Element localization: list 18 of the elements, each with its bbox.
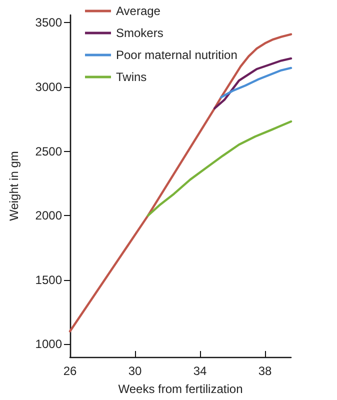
- x-tick-label: 30: [128, 364, 142, 378]
- legend-label: Twins: [116, 70, 147, 84]
- y-tick-label: 2500: [35, 144, 62, 158]
- y-tick-label: 1000: [35, 337, 62, 352]
- line-series: [146, 120, 292, 217]
- x-axis-title: Weeks from fertilization: [118, 382, 243, 396]
- y-tick-label: 2000: [35, 208, 62, 223]
- x-tick-label: 38: [258, 364, 272, 378]
- y-axis-title: Weight in gm: [7, 151, 21, 221]
- x-tick-label: 34: [193, 364, 207, 378]
- x-tick-label: 26: [63, 364, 77, 378]
- legend-label: Average: [116, 4, 161, 18]
- y-tick-label: 3000: [35, 80, 62, 94]
- y-tick-label: 3500: [35, 16, 62, 30]
- y-tick-label: 1500: [35, 272, 62, 287]
- line-series: [220, 66, 292, 98]
- legend-label: Smokers: [116, 26, 164, 40]
- legend-label: Poor maternal nutrition: [116, 48, 238, 62]
